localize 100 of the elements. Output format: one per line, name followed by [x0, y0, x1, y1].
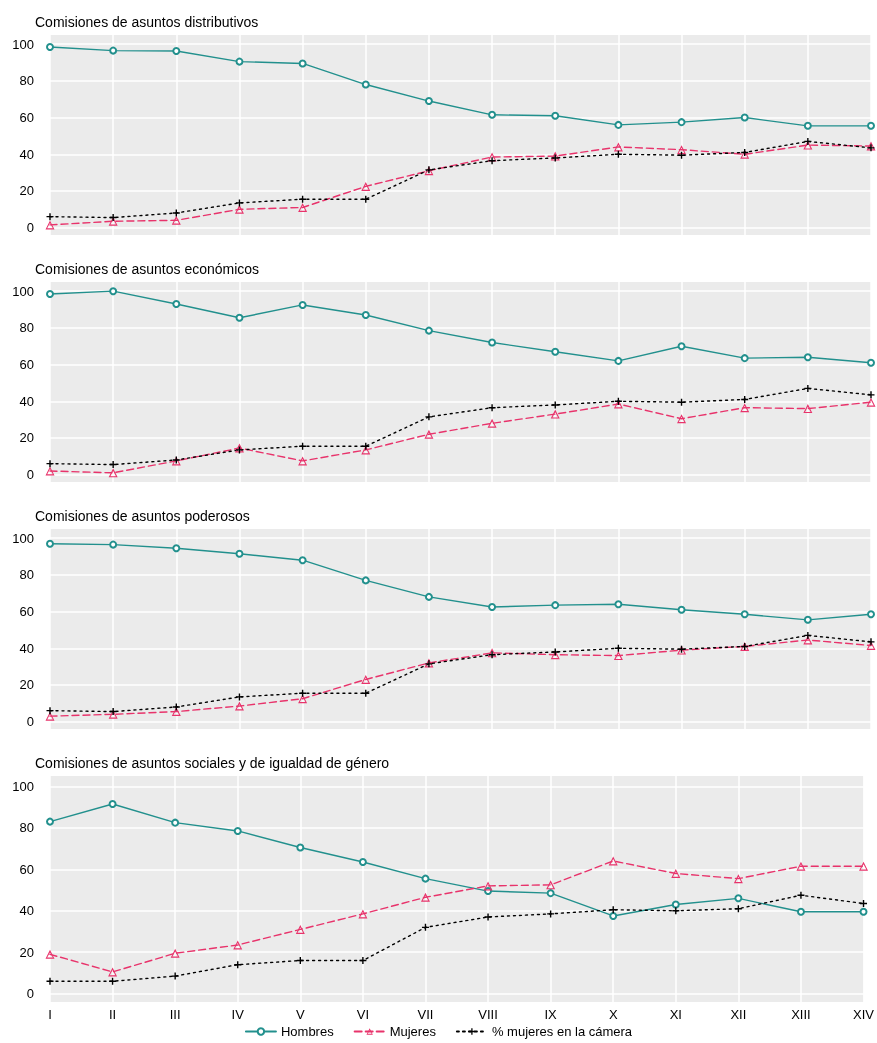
y-tick-label: 0: [26, 467, 34, 483]
y-tick-label: 40: [19, 146, 34, 162]
point: [235, 313, 244, 322]
x-tick-label: XIV: [853, 1007, 875, 1022]
y-tick-label: 20: [19, 944, 34, 960]
x-tick-label: III: [169, 1007, 181, 1022]
point: [740, 113, 749, 122]
point: [358, 858, 367, 867]
point: [804, 631, 812, 639]
point: [677, 342, 686, 351]
y-tick-label: 60: [19, 357, 34, 373]
point: [298, 202, 308, 212]
point: [488, 404, 496, 412]
x-tick-label: VI: [356, 1007, 370, 1022]
point: [859, 861, 869, 871]
point: [796, 861, 806, 871]
point: [109, 214, 117, 222]
x-tick-label: VII: [417, 1007, 434, 1022]
point: [483, 881, 493, 891]
point: [424, 326, 433, 335]
point: [361, 576, 370, 585]
y-tick-label: 100: [12, 530, 34, 546]
point: [678, 151, 686, 159]
x-tick-label: XIII: [791, 1007, 811, 1022]
point: [424, 592, 433, 601]
chart-title: Comisiones de asuntos sociales y de igualdad de género: [35, 755, 390, 771]
y-tick-label: 60: [19, 604, 34, 620]
point: [546, 889, 555, 898]
point: [867, 358, 875, 367]
point: [235, 199, 243, 207]
x-tick-label: IX: [544, 1007, 558, 1022]
y-tick-label: 80: [19, 567, 34, 583]
y-tick-label: 40: [19, 640, 34, 656]
point: [361, 311, 370, 320]
point: [677, 145, 687, 155]
point: [867, 121, 875, 130]
point: [677, 605, 686, 614]
point: [298, 556, 307, 565]
y-tick-label: 0: [26, 220, 34, 236]
chart-title: Comisiones de asuntos distributivos: [35, 14, 259, 30]
point: [46, 289, 54, 298]
point: [796, 907, 805, 916]
point: [733, 874, 743, 884]
point: [172, 209, 180, 217]
point: [109, 287, 118, 296]
x-tick-label: V: [295, 1007, 305, 1022]
point: [678, 398, 686, 406]
point: [46, 977, 54, 985]
point: [797, 891, 805, 899]
point: [235, 549, 244, 558]
point: [614, 120, 623, 129]
point: [488, 157, 496, 165]
point: [46, 707, 54, 715]
point: [233, 826, 242, 835]
point: [866, 397, 876, 407]
y-tick-label: 80: [19, 320, 34, 336]
point: [361, 674, 371, 684]
point: [46, 42, 54, 51]
point: [171, 972, 179, 980]
point: [235, 57, 244, 66]
point: [551, 347, 560, 356]
legend-label: Hombres: [280, 1024, 335, 1039]
point: [46, 817, 54, 826]
legend-label: Mujeres: [389, 1024, 437, 1039]
point: [361, 80, 370, 89]
point: [235, 693, 243, 701]
point: [172, 300, 181, 309]
point: [359, 957, 367, 965]
point: [45, 466, 55, 476]
x-tick-label: XI: [669, 1007, 682, 1022]
point: [425, 413, 433, 421]
point: [108, 799, 117, 808]
point: [171, 215, 181, 225]
point: [295, 924, 305, 934]
y-tick-label: 40: [19, 903, 34, 919]
x-tick-label: VIII: [478, 1007, 498, 1022]
y-tick-label: 20: [19, 430, 34, 446]
point: [551, 111, 560, 120]
point: [488, 110, 497, 119]
x-tick-label: XII: [730, 1007, 747, 1022]
y-tick-label: 20: [19, 183, 34, 199]
point: [298, 59, 307, 68]
y-tick-label: 100: [12, 36, 34, 52]
y-tick-label: 20: [19, 677, 34, 693]
point: [867, 391, 875, 399]
y-tick-label: 0: [26, 986, 34, 1002]
point: [361, 181, 371, 191]
point: [671, 868, 681, 878]
y-tick-label: 60: [19, 861, 34, 877]
x-tick-label: IV: [231, 1007, 245, 1022]
point: [484, 913, 492, 921]
point: [547, 910, 555, 918]
point: [613, 651, 623, 661]
point: [172, 703, 180, 711]
point: [551, 601, 560, 610]
point: [488, 602, 497, 611]
y-tick-label: 40: [19, 393, 34, 409]
point: [421, 874, 430, 883]
point: [614, 356, 623, 365]
point: [46, 539, 54, 548]
